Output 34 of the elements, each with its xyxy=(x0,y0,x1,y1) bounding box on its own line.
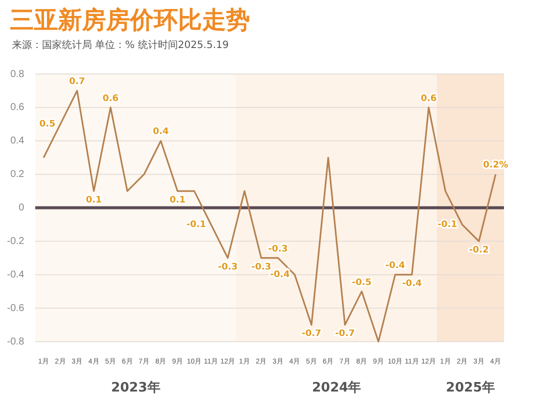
data-label: -0.3 xyxy=(251,262,272,272)
chart-subtitle: 来源：国家统计局 单位：% 统计时间2025.5.19 xyxy=(11,38,230,53)
data-label: -0.4 xyxy=(402,279,422,290)
band-label: 2024年 xyxy=(312,380,362,396)
y-tick-label: 0.6 xyxy=(10,102,25,114)
y-tick-label: -0.8 xyxy=(6,336,25,348)
data-label: 0.1 xyxy=(170,195,186,206)
band-label: 2023年 xyxy=(111,380,160,396)
data-label: -0.7 xyxy=(335,329,355,340)
y-tick-label: -0.4 xyxy=(6,269,25,280)
y-tick-label: 0.2 xyxy=(10,169,25,180)
data-label: -0.2 xyxy=(469,246,489,256)
data-label: -0.4 xyxy=(270,270,290,280)
data-label: -0.1 xyxy=(437,220,458,230)
data-label: -0.7 xyxy=(302,329,322,340)
data-label: 0.5 xyxy=(39,120,56,130)
data-label: -0.3 xyxy=(268,244,288,254)
y-tick-label: 0.4 xyxy=(10,136,25,147)
data-label: 0.6 xyxy=(420,94,437,104)
data-label: 0.7 xyxy=(69,77,86,88)
y-tick-label: 0 xyxy=(18,202,25,214)
band-label: 2025年 xyxy=(446,380,496,396)
data-label: 0.4 xyxy=(152,127,169,138)
data-label: -0.5 xyxy=(352,278,372,288)
data-label: -0.4 xyxy=(385,261,406,272)
chart-title: 三亚新房房价环比走势 xyxy=(9,5,251,34)
y-tick-label: -0.6 xyxy=(6,302,25,314)
data-label: 0.2% xyxy=(483,160,508,171)
data-label: -0.1 xyxy=(186,220,206,230)
data-label: 0.1 xyxy=(86,195,102,206)
y-tick-label: -0.2 xyxy=(6,236,25,247)
data-label: -0.3 xyxy=(218,262,238,272)
y-tick-label: 0.8 xyxy=(10,68,25,80)
data-label: 0.6 xyxy=(102,94,119,104)
